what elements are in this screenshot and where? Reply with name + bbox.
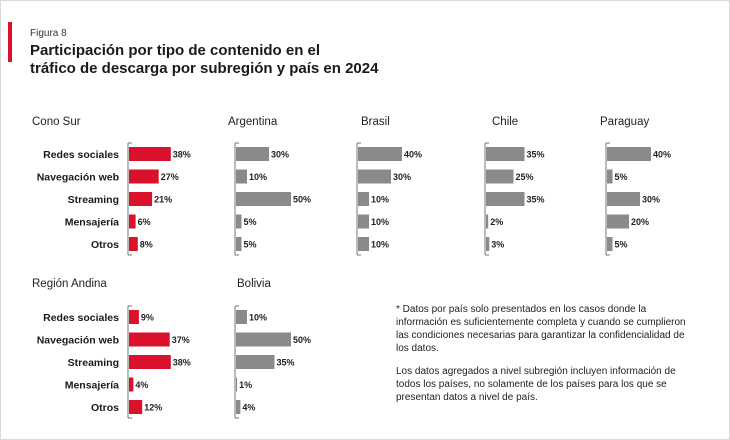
- bar-paraguay-2: [607, 192, 640, 206]
- bar-label-cono-sur-2: 21%: [154, 195, 172, 205]
- bar-label-argentina-4: 5%: [244, 240, 257, 250]
- bar-cono-sur-0: [129, 147, 171, 161]
- category-label-region-andina-3: Mensajería: [65, 380, 119, 392]
- footnote-para-1: * Datos por país solo presentados en los…: [396, 304, 686, 354]
- figure-title: Participación por tipo de contenido en e…: [30, 42, 378, 78]
- figure-title-line1: Participación por tipo de contenido en e…: [30, 42, 321, 59]
- bar-label-region-andina-0: 9%: [141, 313, 154, 323]
- bar-cono-sur-3: [129, 214, 136, 229]
- bar-label-cono-sur-0: 38%: [173, 150, 191, 160]
- bar-label-paraguay-2: 30%: [642, 195, 660, 205]
- bar-label-paraguay-3: 20%: [631, 217, 649, 227]
- bar-label-cono-sur-3: 6%: [138, 217, 151, 227]
- bar-region-andina-3: [129, 377, 134, 392]
- bar-label-region-andina-3: 4%: [135, 380, 148, 390]
- bar-label-bolivia-0: 10%: [249, 313, 267, 323]
- category-label-region-andina-2: Streaming: [68, 357, 119, 369]
- category-label-region-andina-4: Otros: [91, 402, 119, 414]
- category-label-cono-sur-2: Streaming: [68, 194, 119, 206]
- bar-argentina-0: [236, 147, 269, 161]
- bar-label-brasil-3: 10%: [371, 217, 389, 227]
- figure-label: Figura 8: [30, 28, 67, 39]
- bar-label-region-andina-1: 37%: [172, 335, 190, 345]
- bar-label-argentina-3: 5%: [244, 217, 257, 227]
- bar-label-region-andina-4: 12%: [144, 403, 162, 413]
- bar-label-paraguay-0: 40%: [653, 150, 671, 160]
- category-label-cono-sur-1: Navegación web: [37, 172, 119, 184]
- bar-label-brasil-2: 10%: [371, 195, 389, 205]
- chart-title-argentina: Argentina: [228, 116, 278, 128]
- footnote-para-2: Los datos agregados a nivel subregión in…: [396, 366, 676, 403]
- bar-cono-sur-2: [129, 192, 153, 206]
- category-label-cono-sur-0: Redes sociales: [43, 149, 119, 161]
- bar-chile-4: [486, 237, 490, 251]
- bar-cono-sur-1: [129, 169, 159, 184]
- bar-region-andina-2: [129, 355, 171, 369]
- chart-title-chile: Chile: [492, 116, 518, 128]
- bar-label-paraguay-1: 5%: [615, 172, 628, 182]
- category-label-cono-sur-3: Mensajería: [65, 217, 119, 229]
- bar-argentina-3: [236, 214, 242, 229]
- accent-bar: [8, 22, 12, 62]
- chart-title-cono-sur: Cono Sur: [32, 116, 81, 128]
- bar-paraguay-3: [607, 214, 629, 229]
- bar-brasil-0: [358, 147, 402, 161]
- bar-chile-3: [486, 214, 489, 229]
- bar-brasil-2: [358, 192, 369, 206]
- bar-brasil-1: [358, 169, 391, 184]
- bar-paraguay-4: [607, 237, 613, 251]
- bar-bolivia-0: [236, 310, 247, 324]
- bar-label-cono-sur-4: 8%: [140, 240, 153, 250]
- category-label-region-andina-0: Redes sociales: [43, 312, 119, 324]
- bar-bolivia-3: [236, 377, 238, 392]
- bar-region-andina-0: [129, 310, 139, 324]
- bar-chile-2: [486, 192, 525, 206]
- bar-bolivia-4: [236, 400, 241, 414]
- bar-argentina-4: [236, 237, 242, 251]
- footnote: * Datos por país solo presentados en los…: [396, 303, 696, 414]
- figure-title-line2: tráfico de descarga por subregión y país…: [30, 60, 379, 77]
- category-label-region-andina-1: Navegación web: [37, 335, 119, 347]
- bar-label-chile-2: 35%: [527, 195, 545, 205]
- bar-label-bolivia-3: 1%: [239, 380, 252, 390]
- bar-label-chile-3: 2%: [490, 217, 503, 227]
- bar-label-bolivia-2: 35%: [277, 358, 295, 368]
- bar-argentina-1: [236, 169, 247, 184]
- bar-label-brasil-1: 30%: [393, 172, 411, 182]
- bar-argentina-2: [236, 192, 291, 206]
- bar-label-cono-sur-1: 27%: [161, 172, 179, 182]
- category-label-cono-sur-4: Otros: [91, 239, 119, 251]
- bar-label-argentina-1: 10%: [249, 172, 267, 182]
- bar-chile-1: [486, 169, 514, 184]
- bar-label-brasil-4: 10%: [371, 240, 389, 250]
- bar-label-paraguay-4: 5%: [615, 240, 628, 250]
- bar-region-andina-4: [129, 400, 143, 414]
- bar-label-chile-1: 25%: [516, 172, 534, 182]
- bar-bolivia-1: [236, 332, 291, 347]
- bar-label-region-andina-2: 38%: [173, 358, 191, 368]
- bar-cono-sur-4: [129, 237, 138, 251]
- chart-title-bolivia: Bolivia: [237, 278, 271, 290]
- bar-label-bolivia-4: 4%: [242, 403, 255, 413]
- chart-title-brasil: Brasil: [361, 116, 390, 128]
- bar-label-bolivia-1: 50%: [293, 335, 311, 345]
- bar-label-argentina-0: 30%: [271, 150, 289, 160]
- bar-bolivia-2: [236, 355, 275, 369]
- bar-label-chile-0: 35%: [527, 150, 545, 160]
- bar-label-argentina-2: 50%: [293, 195, 311, 205]
- bar-brasil-3: [358, 214, 369, 229]
- bar-paraguay-1: [607, 169, 613, 184]
- bar-label-brasil-0: 40%: [404, 150, 422, 160]
- bar-label-chile-4: 3%: [491, 240, 504, 250]
- chart-title-region-andina: Región Andina: [32, 278, 107, 290]
- bar-paraguay-0: [607, 147, 651, 161]
- bar-brasil-4: [358, 237, 369, 251]
- bar-region-andina-1: [129, 332, 170, 347]
- bar-chile-0: [486, 147, 525, 161]
- chart-title-paraguay: Paraguay: [600, 116, 649, 128]
